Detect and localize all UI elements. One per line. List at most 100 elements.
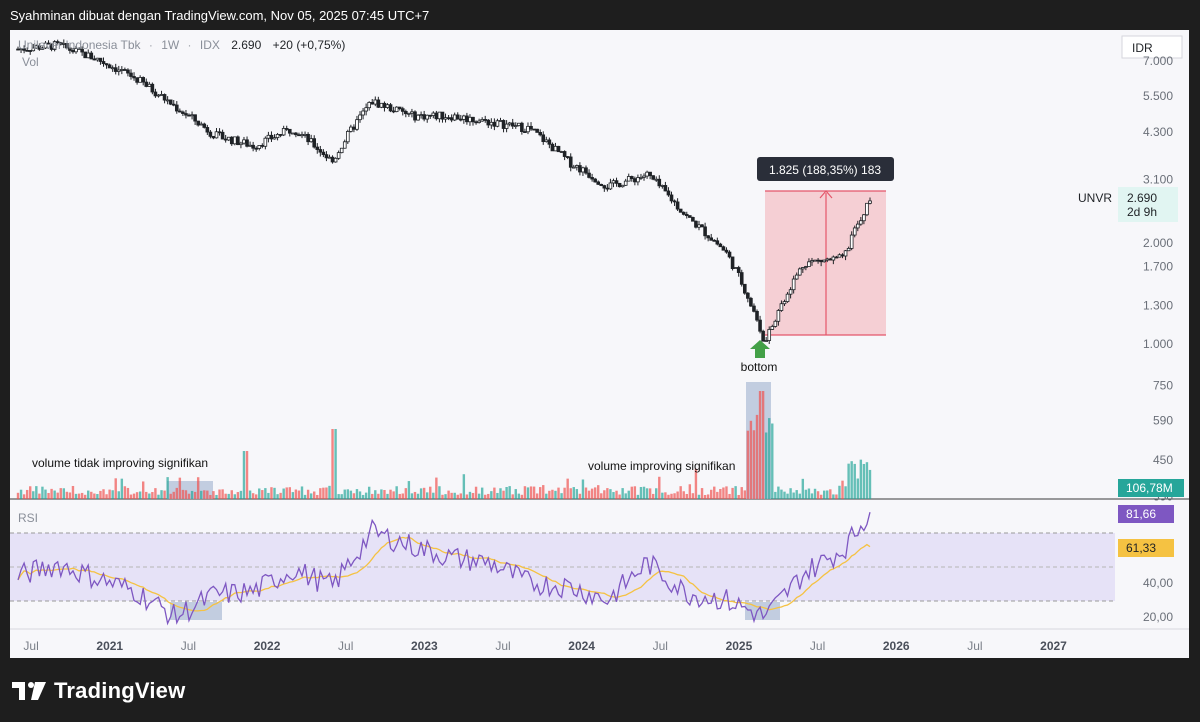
price-candle (517, 122, 521, 127)
price-candle (184, 109, 188, 119)
volume-bar (868, 469, 872, 499)
price-candle (239, 141, 243, 149)
price-candle (599, 183, 604, 187)
volume-bar (740, 487, 743, 499)
volume-bar (734, 486, 737, 499)
rsi-line (17, 512, 871, 626)
price-candle (626, 173, 631, 182)
volume-bar (484, 494, 487, 499)
volume-bar (560, 493, 563, 499)
price-candle (226, 136, 231, 142)
bottom-label: bottom (741, 360, 778, 374)
volume-bar (276, 494, 279, 499)
volume-bar (648, 488, 652, 499)
volume-bar (719, 488, 722, 499)
price-candle (376, 96, 381, 108)
volume-bar (35, 486, 38, 499)
volume-bar (319, 488, 322, 499)
price-chart[interactable]: 1.825 (188,35%) 183 bottom volume tidak … (10, 30, 1189, 658)
price-candle (254, 146, 258, 152)
volume-badge (1118, 479, 1184, 497)
volume-bar (419, 488, 423, 499)
price-candle (144, 78, 149, 88)
volume-bar (68, 492, 72, 499)
price-candle (379, 102, 384, 109)
volume-bar (603, 490, 606, 499)
chart-area[interactable]: 1.825 (188,35%) 183 bottom volume tidak … (10, 30, 1189, 658)
volume-bar (841, 480, 844, 499)
rsi-label: RSI (18, 511, 38, 525)
volume-bar (303, 494, 307, 499)
price-candle (297, 132, 301, 137)
price-candle (83, 51, 87, 59)
volume-bar (114, 478, 117, 499)
volume-bar (493, 487, 496, 499)
price-candle (287, 128, 292, 137)
volume-bar (148, 493, 151, 499)
price-candle (129, 69, 133, 80)
legend-volume-label: Vol (22, 55, 39, 69)
price-candle (248, 141, 252, 147)
time-axis-month: Jul (967, 639, 982, 653)
price-candle (370, 98, 375, 105)
time-axis-year: 2027 (1040, 639, 1067, 653)
volume-bar (44, 489, 47, 499)
price-candle (831, 255, 836, 265)
volume-bar (334, 429, 337, 499)
volume-bar (416, 493, 420, 499)
price-candle (43, 41, 48, 50)
price-candle (165, 96, 170, 105)
volume-bar (273, 487, 276, 499)
volume-bar (300, 486, 304, 499)
volume-bar (542, 485, 545, 499)
volume-bar (615, 490, 618, 499)
price-candle (321, 149, 326, 158)
price-candle (855, 220, 860, 232)
volume-bar (279, 492, 282, 499)
volume-bar (102, 489, 105, 499)
volume-bar (83, 494, 87, 499)
price-tick-label: 5.500 (1143, 89, 1173, 103)
chart-legend[interactable]: Unilever Indonesia Tbk · 1W · IDX 2.690 … (18, 38, 345, 69)
price-candle (315, 143, 320, 154)
volume-bar (508, 486, 511, 499)
volume-bar (713, 486, 716, 499)
volume-bar (523, 486, 527, 499)
volume-bar (520, 494, 524, 499)
volume-bar (554, 490, 557, 499)
time-axis-month: Jul (810, 639, 825, 653)
price-candle (703, 222, 707, 240)
volume-bar (465, 494, 469, 499)
volume-bar (810, 493, 814, 499)
price-candle (550, 142, 555, 152)
volume-bar (435, 477, 438, 499)
price-candle (523, 128, 527, 133)
volume-bar (581, 479, 585, 499)
price-candle (193, 114, 197, 126)
volume-bar (829, 489, 832, 499)
volume-bar (838, 485, 841, 499)
price-candle (306, 132, 310, 146)
volume-bar (258, 488, 261, 499)
volume-bar (636, 494, 640, 499)
volume-bar (166, 477, 169, 499)
price-candle (394, 106, 399, 113)
volume-bar (526, 487, 530, 499)
volume-bar (722, 487, 725, 499)
volume-bar (856, 478, 859, 499)
price-candle (804, 265, 808, 271)
price-candle (630, 175, 634, 182)
price-candle (801, 266, 805, 273)
currency-badge[interactable] (1121, 35, 1183, 59)
price-candle (489, 118, 494, 129)
price-candle (672, 199, 677, 206)
volume-bar (633, 486, 637, 499)
price-candle (541, 131, 546, 145)
price-candle (300, 131, 304, 139)
price-candle (205, 124, 210, 136)
price-candle (68, 45, 72, 54)
measure-tooltip-bg (757, 157, 894, 181)
volume-bar (135, 492, 139, 499)
price-candle (123, 67, 127, 71)
price-candle (779, 300, 784, 312)
